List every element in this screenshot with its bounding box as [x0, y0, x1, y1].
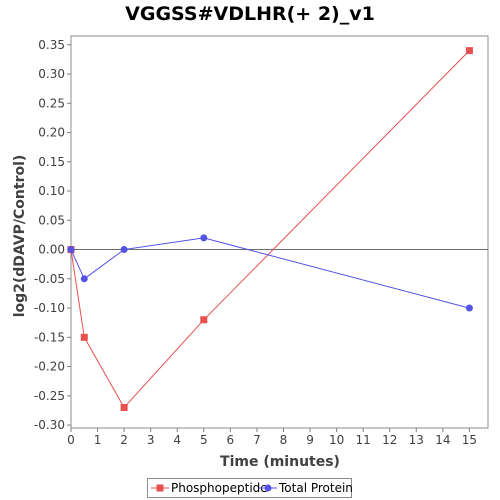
x-tick-label: 15 [462, 433, 477, 447]
y-tick-label: -0.10 [34, 301, 65, 315]
y-tick-label: -0.05 [34, 272, 65, 286]
y-tick-label: -0.20 [34, 360, 65, 374]
x-tick-label: 10 [329, 433, 344, 447]
legend-entry-phosphopeptide: Phosphopeptide [151, 479, 268, 497]
data-point-phosphopeptide [200, 316, 208, 324]
plot-area [70, 35, 489, 429]
x-tick-label: 7 [253, 433, 261, 447]
x-tick-label: 4 [173, 433, 181, 447]
x-tick-label: 12 [382, 433, 397, 447]
data-point-total-protein [80, 275, 88, 283]
y-tick-label: 0.05 [38, 213, 65, 227]
x-tick-label: 13 [409, 433, 424, 447]
legend-entry-total-protein: Total Protein [259, 479, 353, 497]
x-tick-label: 5 [200, 433, 208, 447]
y-tick-label: -0.15 [34, 330, 65, 344]
chart-title: VGGSS#VDLHR(+ 2)_v1 [125, 3, 375, 25]
x-tick-label: 11 [356, 433, 371, 447]
x-tick-label: 1 [94, 433, 102, 447]
y-tick-label: 0.00 [38, 243, 65, 257]
data-point-total-protein [120, 246, 128, 254]
data-point-total-protein [465, 304, 473, 312]
y-tick-label: 0.35 [38, 38, 65, 52]
x-tick-label: 9 [306, 433, 314, 447]
x-tick-label: 2 [120, 433, 128, 447]
x-axis-title: Time (minutes) [220, 454, 340, 470]
y-axis-title: log2(dDAVP/Control) [12, 155, 28, 318]
legend-square-marker-icon [151, 484, 169, 492]
x-tick-label: 6 [227, 433, 235, 447]
y-tick-label: 0.25 [38, 96, 65, 110]
x-tick-label: 0 [67, 433, 75, 447]
x-tick-label: 8 [280, 433, 288, 447]
legend-label-total-protein: Total Protein [279, 481, 353, 495]
y-tick-label: 0.15 [38, 155, 65, 169]
y-tick-label: 0.20 [38, 126, 65, 140]
x-tick-label: 3 [147, 433, 155, 447]
y-tick-label: 0.10 [38, 184, 65, 198]
x-tick-label: 14 [435, 433, 450, 447]
data-point-total-protein [200, 234, 208, 242]
y-tick-label: -0.30 [34, 418, 65, 432]
y-tick-label: 0.30 [38, 67, 65, 81]
data-point-phosphopeptide [120, 404, 128, 412]
legend-circle-marker-icon [259, 484, 277, 492]
data-point-phosphopeptide [465, 47, 473, 55]
chart-legend: Phosphopeptide Total Protein [147, 478, 353, 498]
data-point-total-protein [67, 246, 75, 254]
y-tick-label: -0.25 [34, 389, 65, 403]
legend-label-phosphopeptide: Phosphopeptide [171, 481, 268, 495]
data-point-phosphopeptide [80, 333, 88, 341]
